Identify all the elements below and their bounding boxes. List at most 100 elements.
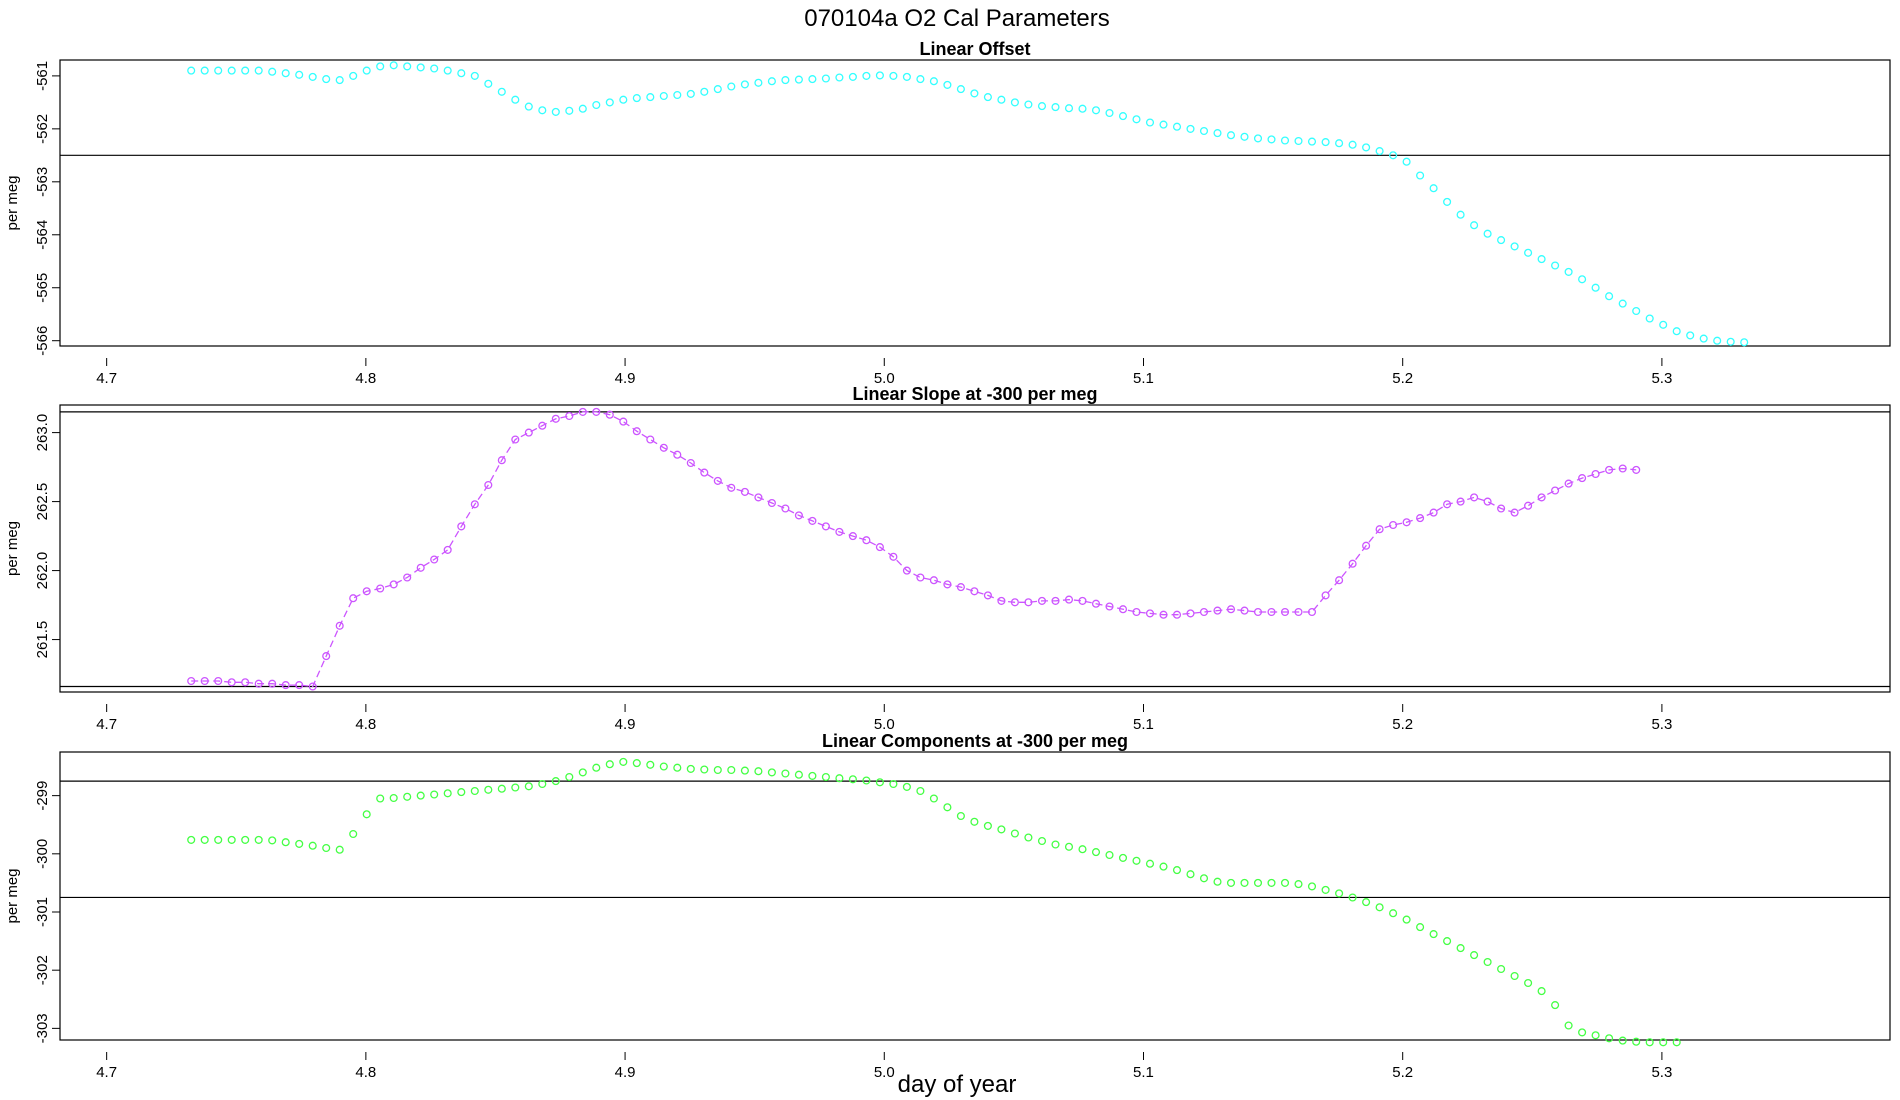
slope-data-point bbox=[902, 566, 911, 575]
components-data-point bbox=[1564, 1021, 1573, 1030]
slope-y-tick-label: 262.5 bbox=[34, 483, 51, 521]
offset-x-tick-label: 5.0 bbox=[874, 370, 895, 387]
slope-panel-title: Linear Slope at -300 per meg bbox=[852, 384, 1097, 404]
components-plot-frame bbox=[59, 751, 1891, 1041]
components-data-point bbox=[1632, 1037, 1641, 1046]
components-y-tick-label: -303 bbox=[34, 1013, 51, 1043]
offset-data-point bbox=[862, 71, 871, 80]
components-data-point bbox=[187, 835, 196, 844]
offset-data-point bbox=[673, 90, 682, 100]
slope-data-point bbox=[632, 427, 641, 436]
slope-data-point bbox=[1497, 504, 1506, 513]
components-panel: Linear Components at -300 per meg per meg… bbox=[4, 731, 1891, 1081]
offset-panel-title: Linear Offset bbox=[919, 39, 1030, 59]
offset-data-point bbox=[1618, 299, 1627, 308]
offset-data-point bbox=[700, 87, 709, 96]
offset-y-tick-label: -564 bbox=[34, 220, 51, 250]
components-data-point bbox=[605, 760, 614, 769]
offset-data-point bbox=[1470, 221, 1479, 230]
offset-data-point bbox=[1307, 137, 1317, 146]
slope-x-tick-label: 5.3 bbox=[1651, 716, 1672, 733]
slope-data-point bbox=[1524, 501, 1533, 510]
components-data-point bbox=[1321, 885, 1330, 894]
offset-data-point bbox=[659, 91, 668, 101]
offset-data-point bbox=[1348, 140, 1357, 149]
offset-data-point bbox=[1686, 331, 1695, 340]
offset-data-point bbox=[1078, 104, 1087, 113]
components-data-point bbox=[862, 776, 871, 785]
components-y-tick-label: -299 bbox=[34, 781, 51, 811]
components-data-point bbox=[983, 821, 992, 830]
slope-data-point bbox=[1551, 486, 1560, 495]
components-data-point bbox=[835, 774, 844, 783]
components-data-point bbox=[511, 783, 520, 792]
slope-data-point bbox=[659, 443, 668, 452]
offset-data-point bbox=[1551, 261, 1560, 270]
slope-data-point bbox=[538, 421, 547, 430]
slope-data-point bbox=[916, 573, 925, 582]
components-data-point bbox=[1429, 930, 1438, 939]
slope-data-point bbox=[983, 591, 992, 600]
components-data-point bbox=[578, 768, 587, 777]
components-data-point bbox=[632, 759, 641, 768]
components-data-point bbox=[929, 794, 938, 803]
figure-title: 070104a O2 Cal Parameters bbox=[804, 5, 1110, 32]
slope-data-point bbox=[214, 676, 223, 686]
slope-data-point bbox=[1051, 596, 1060, 605]
offset-data-point bbox=[646, 93, 655, 102]
offset-data-point bbox=[848, 72, 857, 81]
components-data-point bbox=[1240, 878, 1249, 887]
components-data-point bbox=[1524, 978, 1533, 988]
slope-series-line bbox=[191, 411, 1637, 688]
slope-data-point bbox=[605, 410, 614, 419]
components-data-point bbox=[1226, 878, 1236, 887]
offset-data-point bbox=[1483, 229, 1492, 238]
offset-x-tick-label: 5.3 bbox=[1651, 370, 1672, 387]
components-data-point bbox=[1267, 878, 1276, 887]
slope-data-point bbox=[376, 584, 385, 593]
offset-data-point bbox=[1267, 135, 1276, 144]
components-data-point bbox=[1105, 850, 1114, 860]
slope-data-point bbox=[1294, 607, 1303, 617]
components-data-point bbox=[1402, 915, 1411, 924]
slope-x-tick-label: 5.0 bbox=[874, 716, 895, 733]
slope-data-point bbox=[551, 414, 560, 423]
offset-data-point bbox=[902, 72, 911, 81]
offset-data-point bbox=[1524, 248, 1533, 257]
slope-data-point bbox=[470, 500, 479, 509]
offset-data-point bbox=[889, 71, 898, 80]
slope-data-point bbox=[349, 594, 358, 603]
components-data-point bbox=[484, 785, 493, 794]
components-x-tick-label: 4.8 bbox=[355, 1064, 376, 1081]
offset-data-point bbox=[943, 80, 952, 89]
components-data-point bbox=[1591, 1031, 1600, 1040]
slope-data-point bbox=[821, 522, 830, 531]
components-data-point bbox=[754, 767, 763, 776]
components-data-point bbox=[389, 793, 398, 803]
components-data-point bbox=[1389, 909, 1398, 918]
offset-data-point bbox=[241, 66, 250, 75]
components-data-point bbox=[1091, 848, 1101, 857]
offset-data-point bbox=[1456, 210, 1465, 219]
slope-data-point bbox=[457, 522, 466, 531]
components-data-point bbox=[1483, 957, 1492, 967]
components-data-point bbox=[889, 779, 898, 789]
slope-data-point bbox=[686, 458, 695, 468]
slope-data-point bbox=[1186, 609, 1195, 618]
slope-data-point bbox=[673, 450, 682, 459]
slope-data-point bbox=[1213, 606, 1222, 615]
offset-data-point bbox=[254, 66, 263, 75]
components-data-point bbox=[214, 835, 223, 844]
slope-data-point bbox=[835, 527, 844, 536]
offset-panel: Linear Offset per meg 4.7 4.8 4.9 5.0 5.1 5.2 5.… bbox=[4, 39, 1891, 387]
components-data-point bbox=[1145, 859, 1155, 868]
components-data-point bbox=[1024, 833, 1033, 842]
offset-y-tick-label: -566 bbox=[34, 326, 51, 356]
slope-data-point bbox=[1537, 493, 1546, 502]
offset-data-point bbox=[1118, 112, 1128, 121]
components-x-tick-label: 5.1 bbox=[1133, 1064, 1154, 1081]
offset-y-axis-label: per meg bbox=[4, 175, 21, 230]
offset-data-point bbox=[592, 100, 601, 110]
offset-data-point bbox=[1740, 338, 1749, 347]
slope-data-point bbox=[1402, 518, 1411, 527]
